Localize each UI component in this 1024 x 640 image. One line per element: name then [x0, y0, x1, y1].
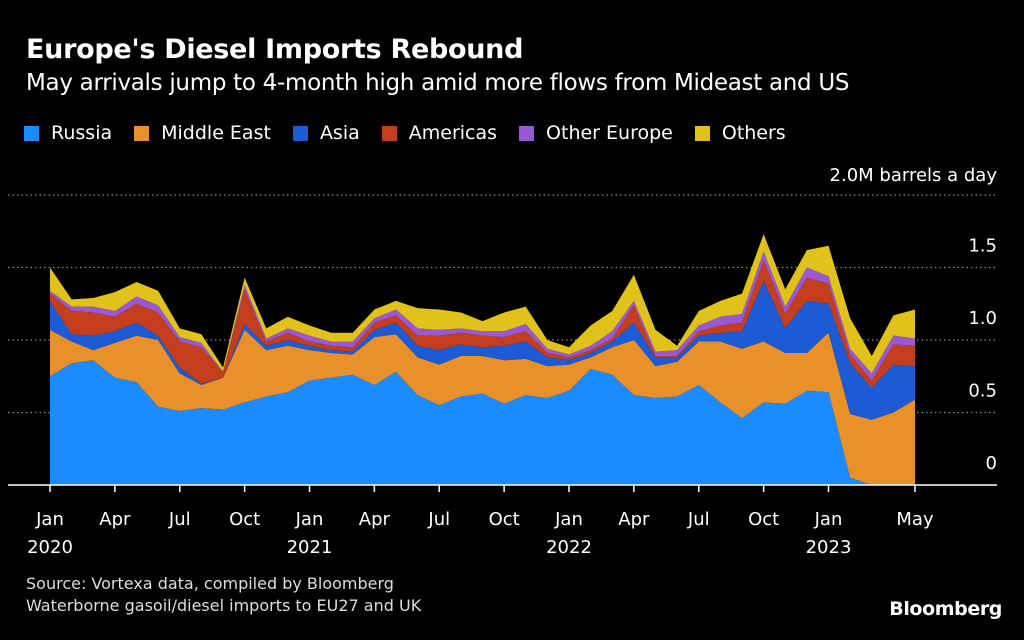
legend-label-russia: Russia [51, 122, 113, 144]
legend-label-middle-east: Middle East [161, 122, 271, 144]
legend-item-russia: Russia [24, 122, 112, 144]
y-axis-unit-label: 2.0M barrels a day [830, 165, 998, 186]
x-tick-year-label: 2021 [287, 537, 333, 558]
x-tick-year-label: 2020 [27, 537, 73, 558]
area-other-europe [50, 251, 915, 381]
legend-item-americas: Americas [381, 122, 498, 144]
legend-swatch-middle-east [134, 125, 150, 141]
series-areas [50, 234, 915, 485]
x-tick-year-label: 2023 [806, 537, 852, 558]
x-tick-year-label: 2022 [546, 537, 592, 558]
legend: Russia Middle East Asia Americas Other E… [24, 122, 808, 144]
x-tick-label: Jul [687, 509, 710, 530]
legend-swatch-americas [381, 125, 397, 141]
x-axis: Jan 2020 Apr Jul Oct Jan 2021 Apr Jul Oct Jan 2022 A… [8, 484, 997, 558]
legend-label-asia: Asia [319, 122, 360, 144]
x-tick-label: Jul [168, 509, 191, 530]
area-others [50, 234, 915, 374]
legend-swatch-others [694, 125, 710, 141]
y-axis: 2.0M barrels a day 0 0.5 1.0 1.5 [830, 165, 998, 474]
legend-item-asia: Asia [292, 122, 360, 144]
bloomberg-logo: Bloomberg [889, 598, 1002, 620]
x-tick-label: Apr [359, 509, 391, 530]
x-tick-label: Oct [489, 509, 520, 530]
x-tick-label: Jul [427, 509, 450, 530]
y-tick-label: 1.0 [968, 308, 997, 329]
legend-item-others: Others [694, 122, 786, 144]
legend-swatch-other-europe [519, 125, 535, 141]
legend-swatch-russia [24, 125, 39, 141]
x-tick-label: Oct [748, 509, 779, 530]
source-line: Source: Vortexa data, compiled by Bloomb… [26, 574, 394, 593]
chart-title: Europe's Diesel Imports Rebound [26, 34, 524, 65]
legend-label-americas: Americas [408, 122, 498, 144]
y-tick-label: 1.5 [968, 236, 997, 257]
x-tick-label: May [896, 509, 934, 530]
area-middle-east [50, 329, 915, 485]
x-tick-label: Jan [295, 509, 324, 530]
x-tick-label: Apr [618, 509, 650, 530]
x-tick-label: Oct [229, 509, 260, 530]
x-tick-label: Apr [99, 509, 131, 530]
legend-item-other-europe: Other Europe [519, 122, 673, 144]
y-tick-label: 0 [986, 453, 997, 474]
x-tick-label: Jan [35, 509, 64, 530]
source-note: Source: Vortexa data, compiled by Bloomb… [26, 573, 421, 617]
area-russia [50, 360, 915, 485]
legend-label-other-europe: Other Europe [546, 122, 673, 144]
x-tick-label: Jan [554, 509, 583, 530]
area-americas [50, 260, 915, 388]
y-tick-label: 0.5 [968, 381, 997, 402]
area-asia [50, 280, 915, 420]
legend-swatch-asia [292, 125, 308, 141]
source-description: Waterborne gasoil/diesel imports to EU27… [26, 596, 422, 615]
x-tick-label: Jan [814, 509, 843, 530]
legend-item-middle-east: Middle East [134, 122, 271, 144]
legend-label-others: Others [721, 122, 786, 144]
chart-subtitle: May arrivals jump to 4-month high amid m… [26, 70, 850, 96]
